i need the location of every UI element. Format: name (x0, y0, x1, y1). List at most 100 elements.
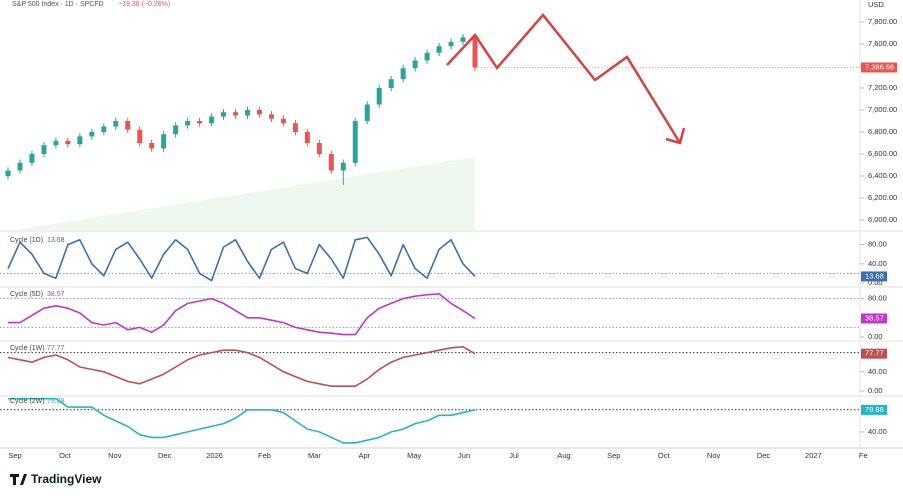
candle-body (113, 121, 119, 127)
candle-body (53, 140, 59, 146)
candle-body (233, 112, 239, 116)
candle-body (161, 134, 167, 149)
time-label: Sep (607, 451, 620, 460)
logo: TradingView (10, 472, 102, 486)
candle-body (101, 126, 107, 132)
price-tick-label: 6,000.00 (868, 215, 897, 224)
price-tick-label: 40.00 (868, 259, 887, 268)
candle-body (328, 154, 334, 171)
time-label: Nov (108, 451, 122, 460)
time-label: Dec (757, 451, 771, 460)
price-tick-label: 7,600.00 (868, 39, 897, 48)
candle-body (29, 154, 35, 163)
pane-value: 13.68 (47, 237, 65, 244)
candle-body (256, 110, 262, 115)
pane-title: Cycle (1W) (10, 345, 45, 352)
price-tick-label: 6,800.00 (868, 127, 897, 136)
candle-body (340, 162, 346, 171)
candle-body (280, 118, 286, 124)
value-badge (861, 348, 887, 359)
pane-title: Cycle (5D) (10, 291, 43, 298)
time-label: Sep (8, 451, 21, 460)
symbol-title: S&P 500 Index · 1D · SPCFD (12, 1, 104, 8)
candle-body (65, 140, 71, 145)
shaded-zone (15, 157, 475, 230)
price-tick-label: 0.00 (868, 332, 883, 341)
candle-body (89, 132, 95, 137)
oscillator-line (7, 236, 476, 282)
price-tick-label: 40.00 (868, 427, 887, 436)
time-label: Oct (658, 451, 671, 460)
candle-body (125, 121, 131, 130)
time-label: 2026 (206, 451, 223, 460)
price-tick-label: 0.00 (868, 278, 883, 287)
candle-body (436, 46, 442, 53)
candle-body (209, 116, 215, 124)
candle-body (472, 37, 478, 68)
pane-value: 38.57 (47, 291, 65, 298)
candle-body (316, 143, 322, 154)
candle-body (244, 110, 250, 116)
candle-body (352, 121, 358, 163)
time-label: 2027 (805, 451, 822, 460)
time-label: Apr (358, 451, 370, 460)
candle-body (304, 132, 310, 143)
price-change: −19.38 (−0.26%) (118, 1, 170, 8)
time-label: Aug (557, 451, 570, 460)
price-tick-label: 80.00 (868, 240, 887, 249)
price-tick-label: 7,000.00 (868, 105, 897, 114)
projection-arrowhead (665, 127, 686, 145)
price-tick-label: 40.00 (868, 367, 887, 376)
candle-body (292, 123, 298, 132)
value-badge-label: 79.88 (865, 405, 884, 414)
candle-body (77, 136, 83, 145)
time-label: May (407, 451, 421, 460)
time-label: Dec (158, 451, 172, 460)
candle-body (17, 162, 23, 171)
candle-body (364, 104, 370, 121)
price-tick-label: 6,600.00 (868, 149, 897, 158)
time-label: Feb (258, 451, 271, 460)
pane-value: 79.88 (47, 398, 65, 405)
candle-body (268, 114, 274, 119)
price-tick-label: 0.00 (868, 386, 883, 395)
time-label: Mar (308, 451, 321, 460)
candle-body (173, 125, 179, 135)
time-label: Jun (458, 451, 470, 460)
value-badge-label: 77.77 (865, 349, 884, 358)
candle-body (376, 88, 382, 105)
candle-body (400, 68, 406, 80)
currency: USD (868, 0, 884, 9)
candle-body (460, 37, 466, 42)
price-tick-label: 6,200.00 (868, 193, 897, 202)
candle-body (149, 143, 155, 149)
value-badge-label: 38.57 (865, 313, 884, 322)
candle-body (448, 41, 454, 47)
oscillator-line (8, 397, 476, 444)
candle-body (412, 60, 418, 69)
pane-title: Cycle (1D) (10, 237, 43, 244)
value-badge (861, 313, 887, 324)
price-badge (861, 62, 897, 73)
candle-body (5, 170, 11, 176)
time-label: Nov (707, 451, 721, 460)
price-tick-label: 6,400.00 (868, 171, 897, 180)
brand: TradingView (31, 472, 102, 486)
candle-body (221, 112, 227, 117)
pane-value: 77.77 (47, 345, 65, 352)
value-badge-label: 13.68 (865, 271, 884, 280)
candle-body (185, 121, 191, 126)
price-tick-label: 7,800.00 (868, 17, 897, 26)
oscillator-line (7, 346, 476, 388)
value-badge (861, 271, 887, 282)
candle-body (137, 129, 143, 143)
oscillator-line (8, 292, 476, 336)
candle-body (197, 121, 203, 124)
time-label: Fe (859, 451, 868, 460)
candle-body (41, 145, 47, 154)
time-label: Oct (59, 451, 72, 460)
projection-path (446, 13, 682, 144)
value-badge (861, 404, 887, 415)
